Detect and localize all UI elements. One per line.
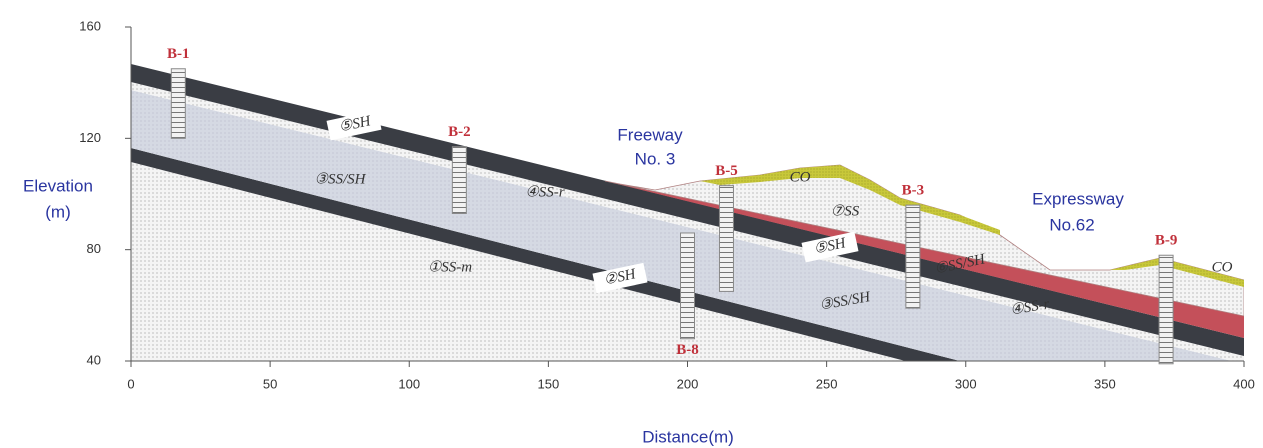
annotation: Expressway [1032, 189, 1124, 208]
layer-label: ③SS/SH [315, 171, 367, 187]
borehole-label: B-9 [1155, 233, 1178, 249]
borehole-label: B-8 [676, 342, 699, 358]
x-tick-label: 250 [816, 376, 838, 391]
annotation: Freeway [617, 125, 683, 144]
x-tick-label: 0 [127, 376, 134, 391]
y-axis-label: Elevation [23, 176, 93, 195]
borehole [171, 69, 185, 139]
x-tick-label: 150 [538, 376, 560, 391]
y-tick-label: 160 [79, 18, 101, 33]
borehole [1159, 255, 1173, 364]
y-tick-label: 80 [87, 241, 101, 256]
x-axis-label: Distance(m) [642, 427, 734, 446]
x-tick-label: 350 [1094, 376, 1116, 391]
x-tick-label: 50 [263, 376, 277, 391]
layer-label: CO [1212, 259, 1233, 275]
borehole [452, 147, 466, 214]
x-tick-label: 100 [398, 376, 420, 391]
y-tick-label: 40 [87, 352, 101, 367]
borehole [719, 186, 733, 292]
layer-label: ①SS-m [428, 259, 472, 275]
y-axis-label: (m) [45, 202, 70, 221]
layer-label: CO [790, 169, 811, 185]
y-tick-label: 120 [79, 130, 101, 145]
borehole-label: B-1 [167, 46, 190, 62]
layer-label: ④SS-r [525, 184, 564, 200]
x-tick-label: 200 [677, 376, 699, 391]
chart: ⑤SH ③SS/SH ④SS-r ①SS-m ②SH ⑦SS ⑤SH ⑥SS/S… [0, 0, 1263, 448]
borehole [906, 205, 920, 308]
annotation: No. 3 [635, 149, 676, 168]
borehole-label: B-3 [902, 183, 925, 199]
borehole-label: B-5 [715, 163, 738, 179]
borehole-label: B-2 [448, 124, 471, 140]
x-tick-label: 400 [1233, 376, 1255, 391]
annotation: No.62 [1049, 215, 1094, 234]
borehole [681, 233, 695, 339]
x-tick-label: 300 [955, 376, 977, 391]
layer-label: ⑦SS [831, 203, 860, 219]
